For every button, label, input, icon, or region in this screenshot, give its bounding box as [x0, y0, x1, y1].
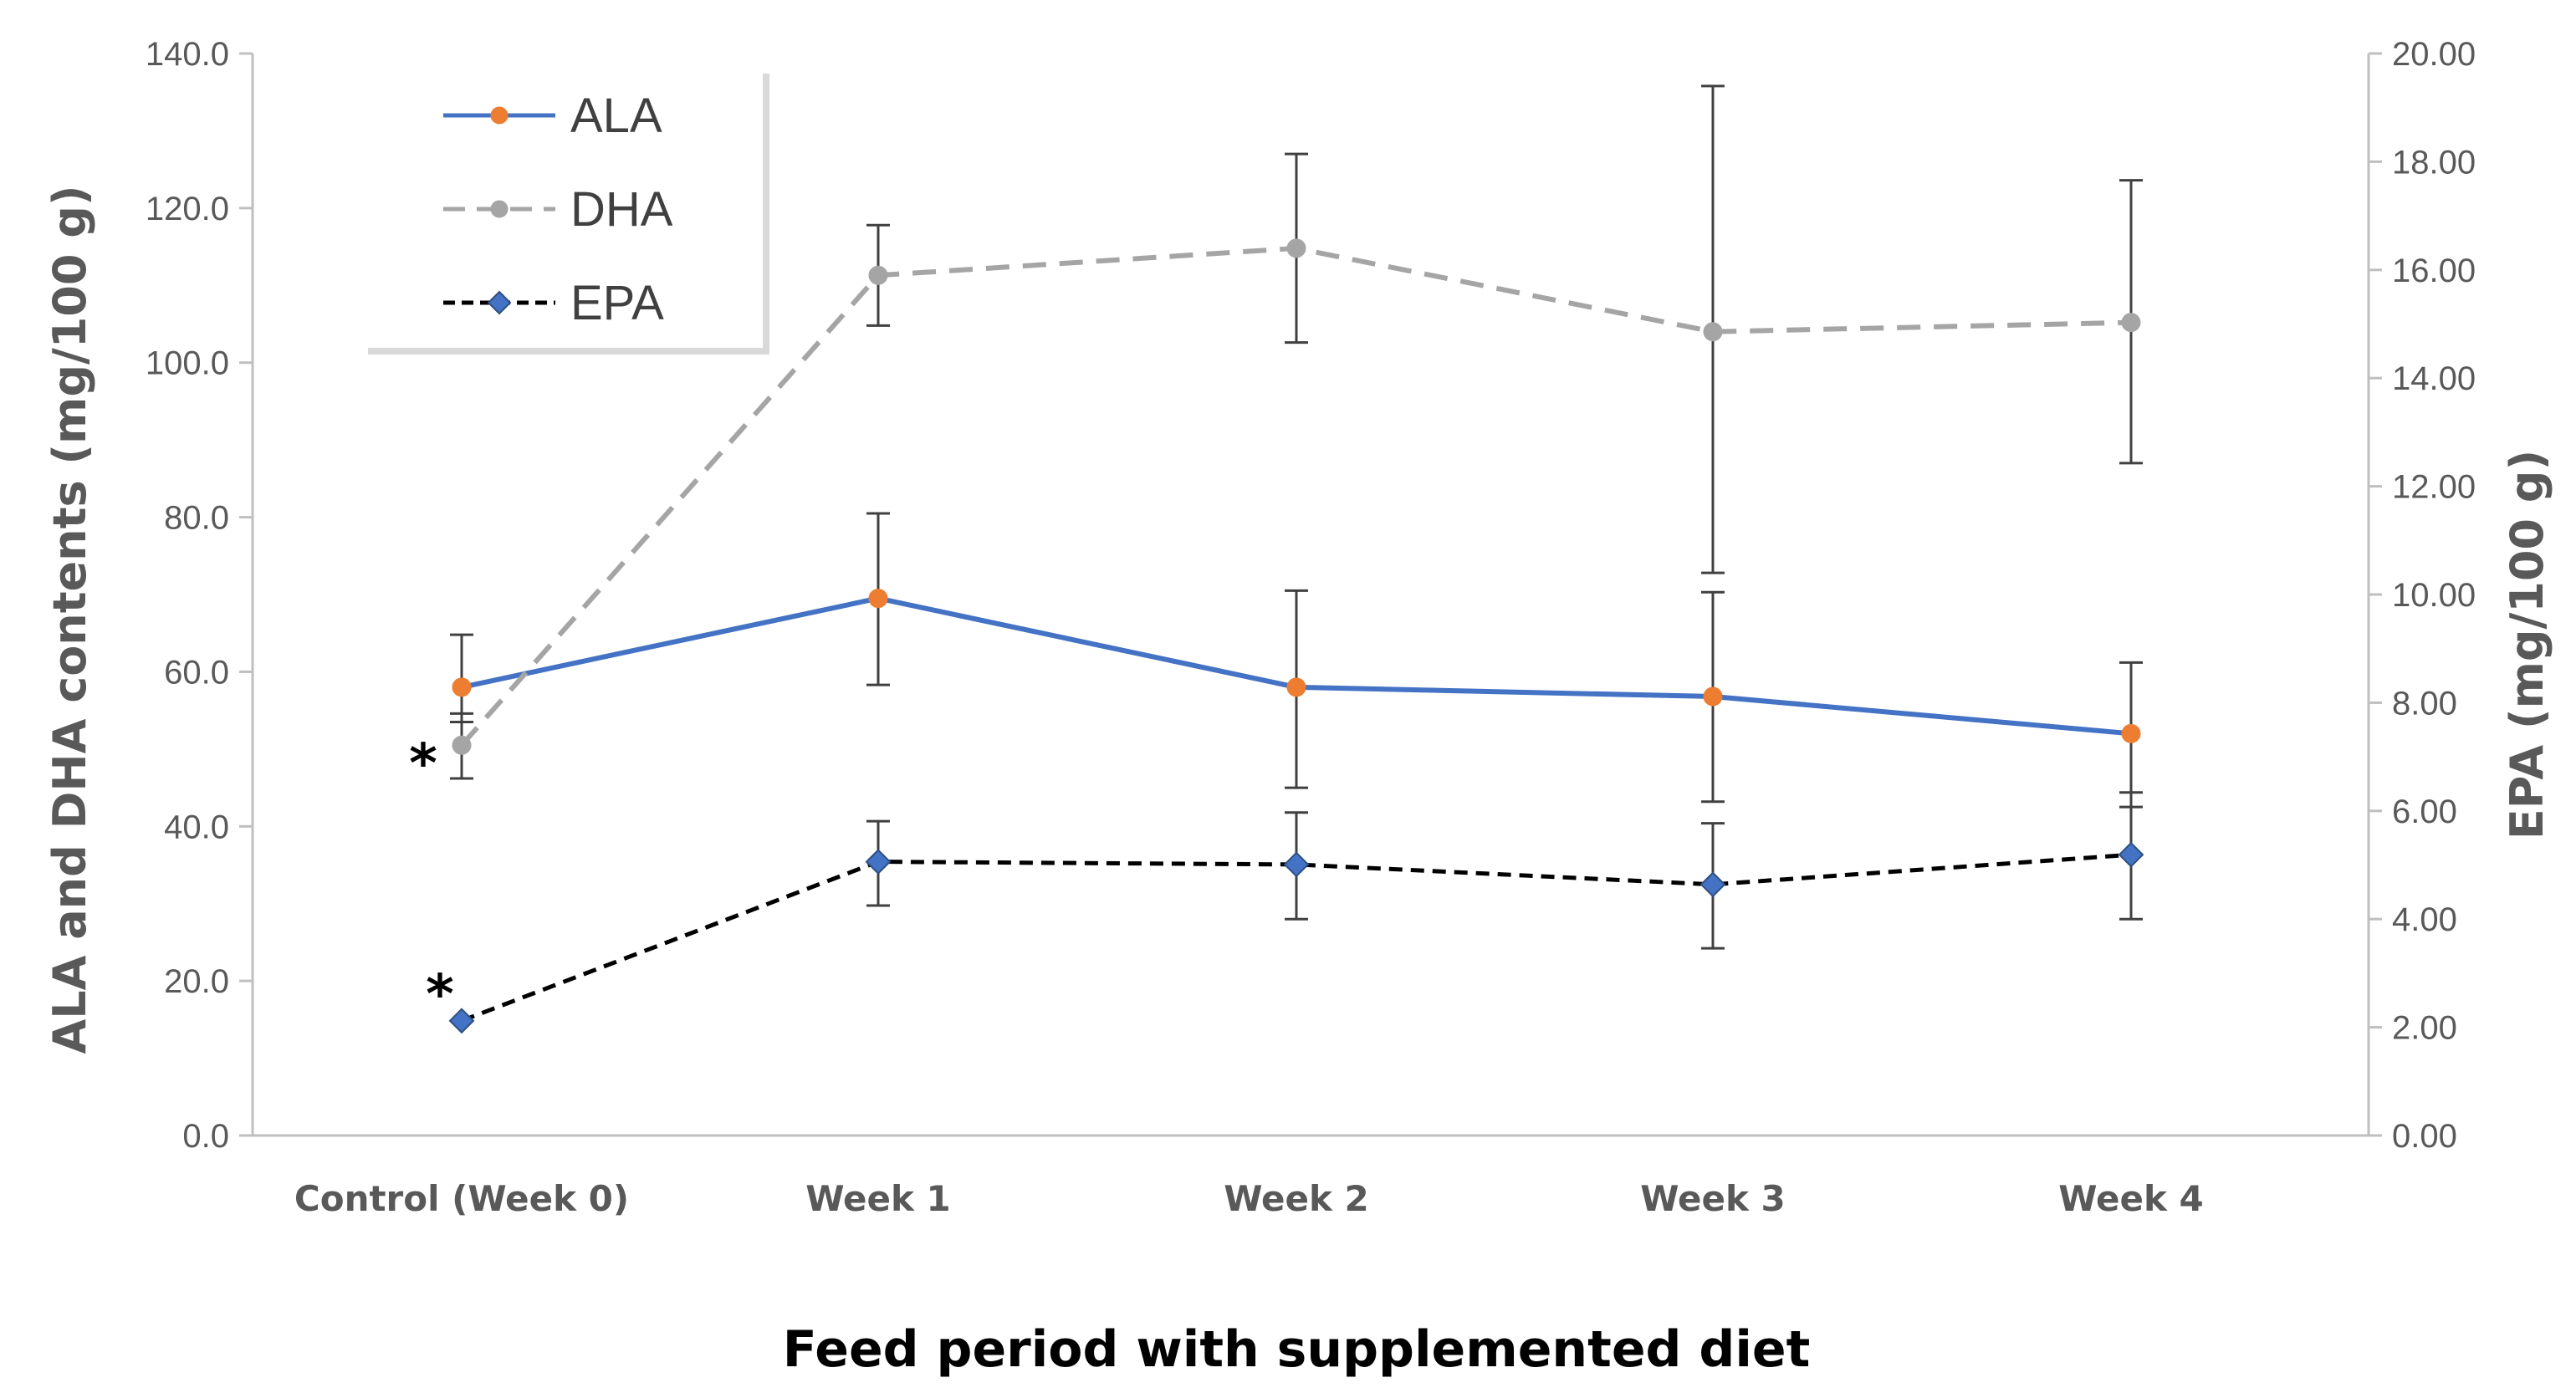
x-axis-title: Feed period with supplemented diet: [783, 1320, 1811, 1379]
legend-marker-ala: [490, 106, 509, 125]
y-right-tick-label: 0.00: [2392, 1118, 2457, 1155]
y-right-tick-label: 14.00: [2392, 360, 2476, 397]
x-category-label: Control (Week 0): [294, 1178, 629, 1219]
y-right-tick-label: 18.00: [2392, 144, 2476, 181]
data-point-epa: [865, 849, 892, 875]
y-left-tick-label: 120.0: [146, 191, 229, 227]
series-markers: [448, 238, 2144, 1034]
x-category-label: Week 2: [1224, 1178, 1369, 1219]
data-point-dha: [1703, 322, 1723, 342]
data-point-epa: [448, 1008, 475, 1034]
legend-marker-epa: [487, 290, 512, 315]
series-line-epa: [461, 852, 2132, 1023]
y-left-tick-label: 60.0: [164, 654, 229, 691]
y-left-tick-label: 100.0: [146, 345, 229, 382]
significance-asterisk: *: [426, 964, 453, 1026]
y-right-tick-label: 6.00: [2392, 794, 2457, 830]
data-point-ala: [452, 677, 472, 697]
y-right-tick-label: 12.00: [2392, 469, 2476, 506]
x-category-label: Week 3: [1640, 1178, 1786, 1219]
y-left-tick-label: 80.0: [164, 500, 229, 537]
significance-asterisk: *: [409, 733, 437, 795]
x-category-label: Week 4: [2058, 1178, 2204, 1219]
legend-label-dha: DHA: [570, 182, 673, 237]
y-right-tick-label: 20.00: [2392, 36, 2476, 73]
data-point-ala: [868, 589, 888, 609]
data-point-epa: [1283, 851, 1310, 878]
legend: ALA DHA EPA: [361, 67, 769, 355]
y-right-tick-label: 2.00: [2392, 1010, 2457, 1047]
annotations: **: [409, 733, 453, 1026]
y-left-tick-label: 140.0: [146, 36, 229, 73]
legend-marker-dha: [490, 200, 509, 218]
y-left-tick-label: 20.0: [164, 963, 229, 1000]
y-right-tick-label: 4.00: [2392, 901, 2457, 938]
legend-label-ala: ALA: [570, 89, 662, 143]
data-point-ala: [2121, 723, 2141, 743]
data-point-epa: [2118, 841, 2144, 868]
y-axis-left-title: ALA and DHA contents (mg/100 g): [43, 185, 96, 1054]
data-point-dha: [868, 265, 888, 285]
axes: 0.0 20.0 40.0 60.0 80.0 100.0 120.0 140.0 0.00 2.…: [146, 36, 2476, 1219]
y-left-tick-label: 0.0: [182, 1118, 229, 1155]
data-point-dha: [1286, 238, 1306, 258]
data-point-dha: [2121, 313, 2141, 333]
y-axis-right-title: EPA (mg/100 g): [2501, 450, 2553, 839]
data-point-ala: [1286, 677, 1306, 697]
y-right-tick-label: 16.00: [2392, 253, 2476, 289]
data-point-dha: [452, 735, 472, 755]
y-left-tick-label: 40.0: [164, 809, 229, 845]
data-point-ala: [1703, 686, 1723, 707]
y-right-tick-label: 8.00: [2392, 685, 2457, 722]
x-category-label: Week 1: [805, 1178, 951, 1219]
y-right-tick-label: 10.00: [2392, 577, 2476, 614]
legend-box: [361, 67, 763, 348]
legend-label-epa: EPA: [570, 276, 664, 330]
data-point-epa: [1699, 871, 1726, 898]
